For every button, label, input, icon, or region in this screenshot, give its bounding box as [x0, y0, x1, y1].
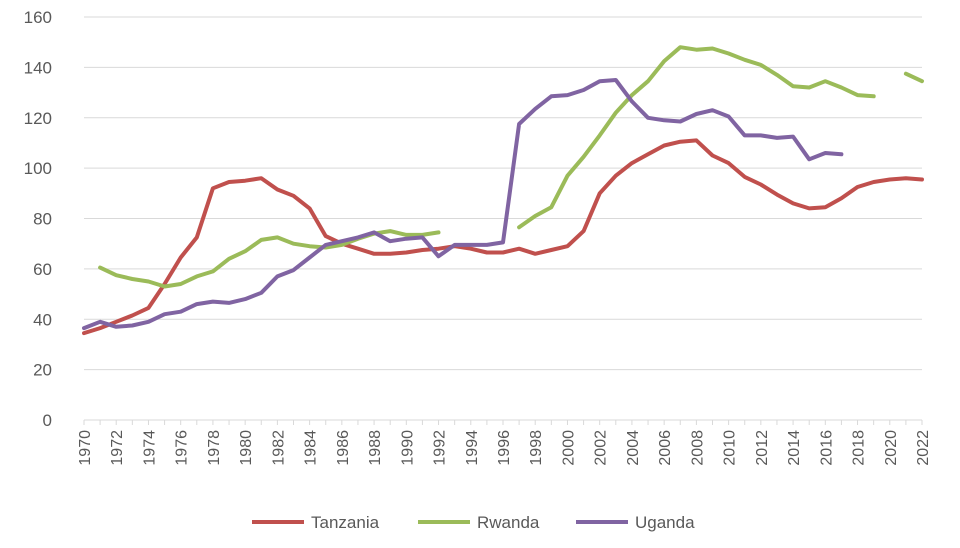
x-tick-label: 1972: [109, 430, 126, 466]
x-tick-label: 1984: [303, 430, 320, 466]
x-tick-label: 2010: [722, 430, 739, 466]
x-tick-label: 1992: [432, 430, 449, 466]
y-tick-label: 160: [24, 8, 52, 27]
y-tick-label: 20: [33, 361, 52, 380]
x-tick-label: 2016: [818, 430, 835, 466]
x-tick-label: 1970: [77, 430, 94, 466]
x-tick-label: 1982: [270, 430, 287, 466]
x-tick-label: 2012: [754, 430, 771, 466]
x-tick-label: 1988: [367, 430, 384, 466]
series-line-rwanda-segment-2: [517, 45, 876, 230]
x-tick-label: 1996: [496, 430, 513, 466]
x-tick-label: 2018: [851, 430, 868, 466]
series-tanzania: [82, 138, 924, 336]
x-tick-label: 2000: [560, 430, 577, 466]
legend-label-rwanda: Rwanda: [477, 513, 540, 532]
series-line-rwanda-segment-3: [903, 71, 924, 84]
x-tick-label: 1998: [528, 430, 545, 466]
x-tick-label: 2020: [883, 430, 900, 466]
x-tick-label: 2014: [786, 430, 803, 466]
legend: Tanzania Rwanda Uganda: [252, 513, 695, 532]
series-line-rwanda-segment-1: [98, 229, 441, 289]
legend-label-uganda: Uganda: [635, 513, 695, 532]
series-lines: [82, 45, 924, 336]
x-tick-label: 2006: [657, 430, 674, 466]
series-rwanda: [98, 45, 924, 289]
x-tick-label: 1978: [206, 430, 223, 466]
gridlines: [84, 16, 922, 371]
x-tick-label: 1980: [238, 430, 255, 466]
legend-label-tanzania: Tanzania: [311, 513, 380, 532]
x-tick-label: 1990: [399, 430, 416, 466]
y-tick-label: 40: [33, 310, 52, 329]
series-line-tanzania-segment-1: [82, 138, 924, 336]
y-tick-label: 100: [24, 159, 52, 178]
x-tick-label: 2004: [625, 430, 642, 466]
x-tick-label: 1976: [174, 430, 191, 466]
y-tick-label: 120: [24, 109, 52, 128]
x-tick-label: 2022: [915, 430, 932, 466]
y-tick-label: 140: [24, 58, 52, 77]
y-tick-label: 0: [43, 411, 52, 430]
series-line-uganda-segment-1: [82, 78, 844, 331]
series-uganda: [82, 78, 844, 331]
x-tick-label: 1974: [141, 430, 158, 466]
y-tick-label: 80: [33, 210, 52, 229]
x-tick-label: 2008: [689, 430, 706, 466]
x-tick-label: 2002: [593, 430, 610, 466]
x-tick-label: 1986: [335, 430, 352, 466]
x-tick-label: 1994: [464, 430, 481, 466]
axes: 0 20 40 60 80 100 120 140 160 1970 1972 1974 1976 197…: [24, 8, 932, 466]
y-tick-label: 60: [33, 260, 52, 279]
